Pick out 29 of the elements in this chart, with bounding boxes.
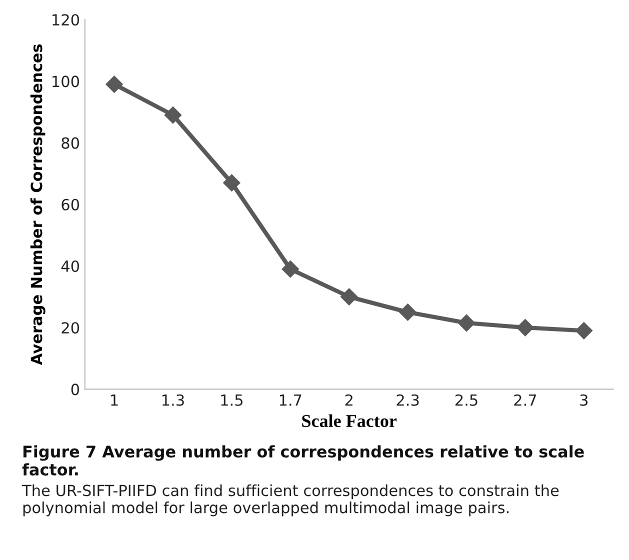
x-tick-label: 1 [111, 394, 118, 406]
x-tick-label: 2.5 [455, 394, 478, 406]
point [458, 314, 476, 332]
x-axis-title: Scale Factor [302, 414, 397, 428]
y-tick-label: 40 [61, 260, 80, 272]
point [164, 106, 182, 124]
point [575, 322, 592, 340]
x-tick-label: 2.3 [396, 394, 419, 406]
y-tick-label: 100 [52, 76, 80, 88]
point [106, 76, 123, 93]
x-tick-label: 1.3 [162, 394, 184, 406]
point [399, 304, 416, 321]
x-tick-label: 3 [580, 394, 588, 406]
y-tick-label: 60 [62, 198, 80, 210]
y-tick-label: 0 [71, 384, 80, 396]
point [223, 174, 240, 192]
text: Figure 7 Average number of correspondences relative to scale factor. [22, 445, 584, 476]
x-tick-label: 1.7 [280, 394, 302, 406]
x-tick-label: 2 [345, 394, 352, 406]
point [282, 260, 299, 278]
y-tick-label: 120 [52, 14, 80, 26]
point [340, 288, 358, 306]
y-tick-label: 80 [62, 137, 80, 149]
x-tick-label: 2.7 [514, 394, 536, 406]
y-tick-label: 20 [62, 322, 80, 334]
point [516, 319, 534, 336]
y-axis-title: Average Number of Correspondences [30, 44, 46, 366]
text: The UR-SIFT-PIIFD can find sufficient correspondences to constrain the polynomial model for large overlapped multimodal image pairs. [22, 484, 559, 516]
x-tick-label: 1.5 [221, 394, 242, 406]
